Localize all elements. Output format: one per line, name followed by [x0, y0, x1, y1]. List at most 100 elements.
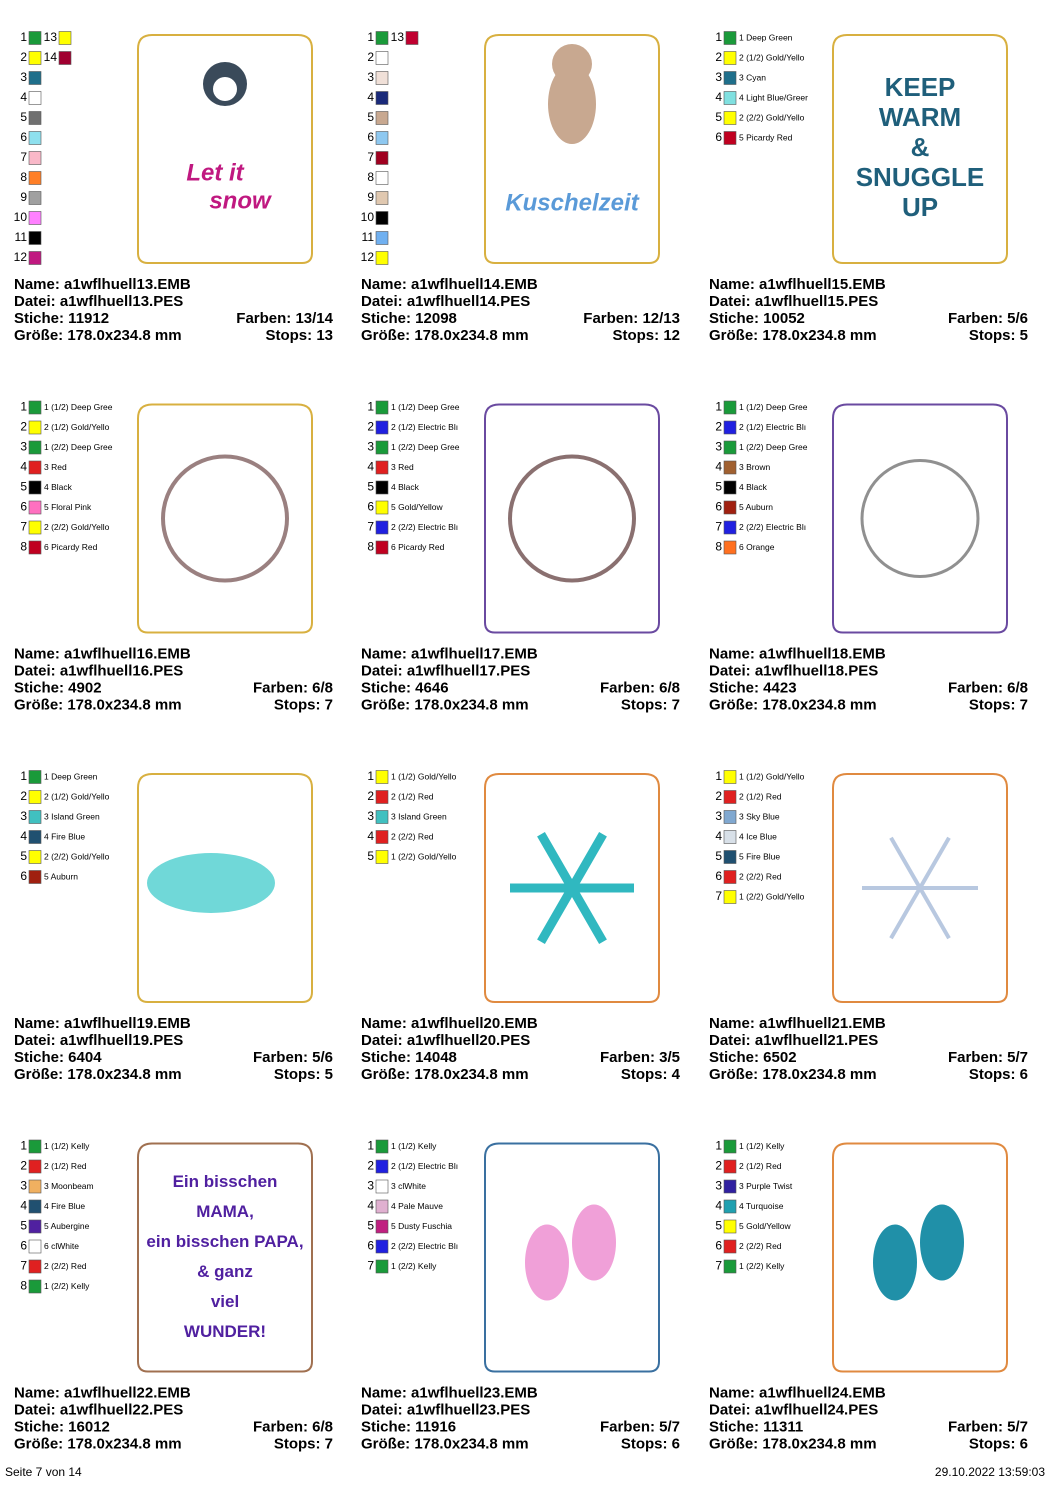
color-label: 1 (2/2) Kelly: [739, 1261, 785, 1271]
stitch-count: Stiche: 6502: [709, 1049, 797, 1066]
color-number: 7: [20, 150, 27, 164]
color-swatch: [375, 211, 389, 225]
color-swatch: [723, 830, 737, 844]
color-label: 3 Island Green: [391, 811, 447, 821]
color-number: 2: [367, 789, 374, 803]
color-number: 6: [715, 500, 722, 514]
color-label: 2 (1/2) Red: [391, 791, 434, 801]
file-name: Name: a1wflhuell17.EMB: [361, 645, 538, 662]
file-datei: Datei: a1wflhuell20.PES: [361, 1032, 530, 1049]
stitch-count: Stiche: 11912: [14, 310, 109, 327]
design-text: UP: [902, 192, 938, 222]
design-text: KEEP: [885, 72, 956, 102]
color-number: 5: [715, 1219, 722, 1233]
color-number: 5: [715, 849, 722, 863]
color-label: 1 (1/2) Deep Gree: [391, 402, 460, 412]
color-number: 7: [715, 1259, 722, 1273]
stop-count: Stops: 13: [265, 327, 333, 344]
color-swatch: [723, 1139, 737, 1154]
color-number: 2: [715, 789, 722, 803]
color-swatch: [375, 1239, 389, 1254]
color-label: 3 clWhite: [391, 1181, 426, 1191]
color-swatch: [375, 1159, 389, 1174]
color-swatch: [723, 790, 737, 804]
color-label: 1 (1/2) Deep Gree: [739, 402, 808, 412]
color-number: 5: [367, 480, 374, 494]
color-swatch: [28, 520, 42, 535]
design-text: &: [911, 132, 930, 162]
color-number: 1: [715, 400, 722, 414]
color-number: 12: [14, 250, 28, 264]
design-text: Kuschelzeit: [505, 189, 639, 216]
file-datei: Datei: a1wflhuell17.PES: [361, 662, 530, 679]
stop-count: Stops: 6: [969, 1435, 1028, 1452]
color-swatch: [723, 71, 737, 85]
stop-count: Stops: 6: [621, 1435, 680, 1452]
color-swatch: [375, 770, 389, 784]
color-number: 6: [20, 130, 27, 144]
color-label: 4 Light Blue/Greer: [739, 92, 808, 102]
color-swatch: [375, 540, 389, 555]
color-number: 10: [14, 210, 28, 224]
file-name: Name: a1wflhuell21.EMB: [709, 1015, 886, 1032]
color-label: 2 (1/2) Electric Blı: [391, 422, 458, 432]
file-name: Name: a1wflhuell15.EMB: [709, 276, 886, 293]
color-number: 4: [715, 90, 722, 104]
color-number: 6: [20, 1239, 27, 1253]
color-swatch: [723, 1159, 737, 1174]
color-swatch: [28, 540, 42, 555]
color-swatch: [28, 1179, 42, 1194]
color-count: Farben: 5/7: [948, 1418, 1028, 1435]
design-card: 1 1 (1/2) Deep Gree 2 2 (1/2) Electric Blı 3…: [361, 400, 680, 714]
color-number: 5: [20, 480, 27, 494]
hoop-outline: [484, 403, 660, 634]
color-swatch: [375, 191, 389, 205]
color-label: 1 (2/2) Deep Gree: [739, 442, 808, 452]
color-swatch: [723, 520, 737, 535]
color-number: 4: [367, 1199, 374, 1213]
color-swatch: [375, 1139, 389, 1154]
color-number: 3: [20, 1179, 27, 1193]
color-label: 1 Deep Green: [44, 771, 98, 781]
bear-head: [552, 44, 592, 84]
file-datei: Datei: a1wflhuell13.PES: [14, 293, 183, 310]
color-number: 4: [715, 1199, 722, 1213]
color-swatch: [723, 770, 737, 784]
file-datei: Datei: a1wflhuell15.PES: [709, 293, 878, 310]
color-swatch: [723, 500, 737, 515]
color-swatch: [28, 231, 42, 245]
design-card: 1 1 (1/2) Deep Gree 2 2 (1/2) Electric Blı 3…: [709, 400, 1028, 714]
color-number: 3: [367, 440, 374, 454]
snowflake-arm: [918, 887, 951, 940]
color-swatch: [28, 71, 42, 85]
color-count: Farben: 6/8: [948, 679, 1028, 696]
color-swatch: [28, 1159, 42, 1174]
file-name: Name: a1wflhuell16.EMB: [14, 645, 191, 662]
color-swatch: [375, 520, 389, 535]
color-number: 1: [715, 1139, 722, 1153]
design-text: snow: [209, 187, 272, 214]
color-swatch: [723, 51, 737, 65]
color-swatch: [375, 500, 389, 515]
color-number: 7: [367, 1259, 374, 1273]
color-label: 2 (2/2) Gold/Yello: [44, 851, 110, 861]
stitch-count: Stiche: 11311: [709, 1418, 803, 1435]
color-swatch: [723, 850, 737, 864]
color-number: 1: [715, 769, 722, 783]
color-number: 2: [715, 1159, 722, 1173]
color-label: 6 Picardy Red: [391, 542, 445, 552]
color-swatch: [28, 151, 42, 165]
design-card: 1 1 (1/2) Gold/Yello 2 2 (1/2) Red 3 3 Island…: [361, 769, 681, 1083]
color-number: 3: [715, 440, 722, 454]
color-number: 3: [367, 70, 374, 84]
color-label: 1 Deep Green: [739, 32, 793, 42]
color-number: 2: [367, 420, 374, 434]
color-swatch: [28, 111, 42, 125]
color-swatch: [723, 131, 737, 145]
color-number: 1: [367, 30, 374, 44]
color-number: 5: [715, 110, 722, 124]
color-label: 3 Purple Twist: [739, 1181, 793, 1191]
color-swatch: [375, 31, 389, 45]
